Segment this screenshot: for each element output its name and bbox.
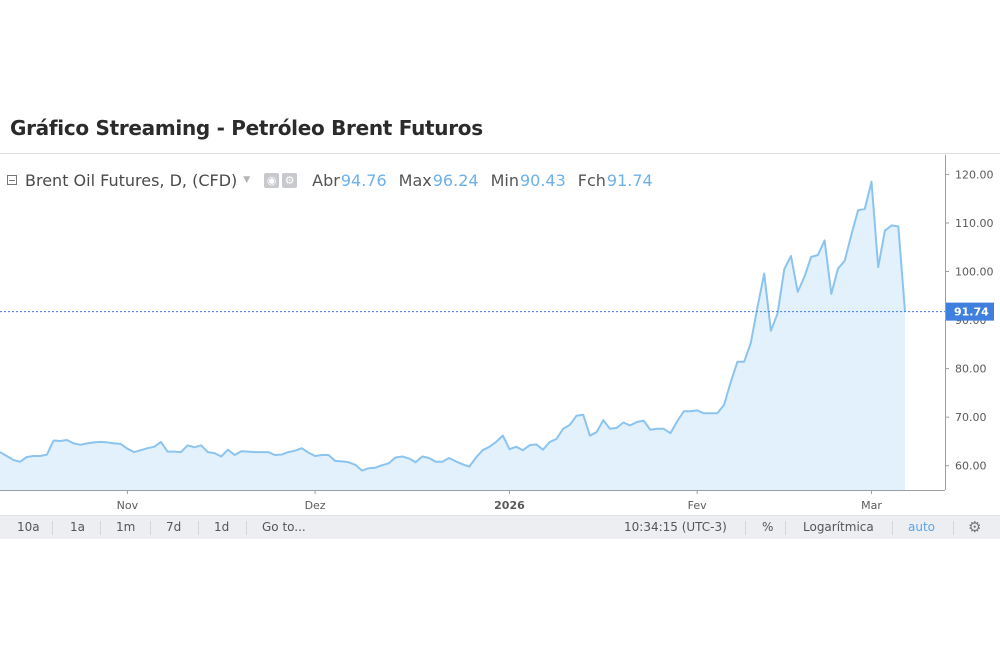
y-tick-label: 80.00 — [955, 363, 987, 376]
series-line — [0, 180, 906, 472]
range-button-1a[interactable]: 1a — [70, 520, 85, 534]
ohlc-open-value: 94.76 — [340, 170, 387, 190]
toolbar-divider — [953, 521, 954, 535]
page-title: Gráfico Streaming - Petróleo Brent Futur… — [10, 116, 483, 140]
ohlc-close-value: 91.74 — [606, 170, 653, 190]
percent-toggle[interactable]: % — [762, 520, 774, 534]
x-tick-label: Nov — [117, 499, 139, 512]
toolbar-divider — [745, 521, 746, 535]
x-tick-label: Mar — [861, 499, 882, 512]
gear-icon[interactable]: ⚙ — [968, 518, 982, 536]
chart-legend: Brent Oil Futures, D, (CFD) ▼ ◉ ⚙ Abr94.… — [7, 168, 653, 192]
range-button-7d[interactable]: 7d — [166, 520, 182, 534]
ohlc-low-label: Min — [490, 170, 519, 190]
ohlc-high: Max96.24 — [399, 171, 479, 190]
goto-button[interactable]: Go to... — [262, 520, 306, 534]
toolbar-divider — [52, 521, 53, 535]
y-tick-label: 100.00 — [955, 266, 994, 279]
ohlc-low-value: 90.43 — [519, 170, 566, 190]
toolbar-divider — [246, 521, 247, 535]
toolbar-divider — [150, 521, 151, 535]
title-divider — [0, 153, 1000, 154]
log-scale-toggle[interactable]: Logarítmica — [803, 520, 874, 534]
y-tick-label: 120.00 — [955, 168, 994, 181]
ohlc-high-value: 96.24 — [432, 170, 479, 190]
price-chart[interactable]: 60.0070.0080.0090.00100.00110.00120.0091… — [0, 155, 1000, 515]
range-button-10a[interactable]: 10a — [17, 520, 40, 534]
chevron-down-icon[interactable]: ▼ — [243, 175, 251, 185]
last-price-label: 91.74 — [954, 306, 989, 319]
x-tick-label: Dez — [305, 499, 326, 512]
ohlc-high-label: Max — [398, 170, 432, 190]
ohlc-low: Min90.43 — [491, 171, 566, 190]
toolbar-divider — [100, 521, 101, 535]
eye-icon[interactable]: ◉ — [264, 172, 280, 188]
y-tick-label: 70.00 — [955, 411, 987, 424]
auto-scale-toggle[interactable]: auto — [908, 520, 936, 534]
range-button-1d[interactable]: 1d — [214, 520, 230, 534]
y-tick-label: 110.00 — [955, 217, 994, 230]
last-price-badge — [946, 302, 994, 321]
clock-time: 10:34:15 (UTC-3) — [624, 520, 727, 534]
collapse-icon[interactable] — [7, 175, 17, 185]
x-tick-label: 2026 — [494, 499, 525, 512]
range-button-1m[interactable]: 1m — [116, 520, 136, 534]
x-tick-label: Fev — [688, 499, 707, 512]
ohlc-close-label: Fch — [577, 170, 606, 190]
toolbar-divider — [892, 521, 893, 535]
chart-toolbar: 10a 1a 1m 7d 1d Go to... 10:34:15 (UTC-3… — [0, 515, 1000, 539]
series-area-fill — [0, 181, 905, 490]
ohlc-open-label: Abr — [312, 170, 340, 190]
ohlc-close: Fch91.74 — [578, 171, 653, 190]
y-tick-label: 60.00 — [955, 460, 987, 473]
toolbar-divider — [785, 521, 786, 535]
toolbar-divider — [198, 521, 199, 535]
symbol-label[interactable]: Brent Oil Futures, D, (CFD) — [25, 170, 238, 190]
settings-small-icon[interactable]: ⚙ — [282, 172, 298, 188]
ohlc-open: Abr94.76 — [312, 171, 387, 190]
